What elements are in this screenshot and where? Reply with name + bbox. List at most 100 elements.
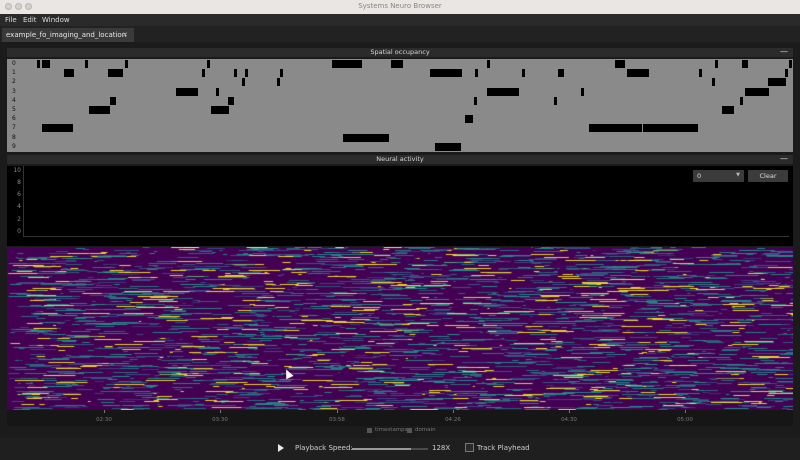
neuron-select-value: 0 [697,172,702,180]
collapse-icon[interactable]: — [780,154,788,163]
neuron-select[interactable]: 0 ▼ [693,170,744,182]
playback-speed-label: Playback Speed: [295,444,353,452]
occupancy-row-label: 5 [12,106,16,113]
time-tick-label: 04:30 [561,417,577,423]
time-tick [685,410,686,413]
tab-bar: example_fo_imaging_and_location ✕ [0,26,800,42]
occupancy-segment [110,96,116,105]
occupancy-row-label: 4 [12,96,16,104]
maximize-window-icon[interactable] [25,3,32,10]
occupancy-segment [343,133,389,142]
occupancy-segment [522,69,525,78]
occupancy-segment [430,69,462,78]
occupancy-segment [280,69,283,78]
y-tick-label: 8 [17,179,21,186]
occupancy-row-label: 2 [12,78,16,86]
occupancy-segment [615,60,625,68]
occupancy-segment [474,96,477,105]
menu-file[interactable]: File [5,16,17,24]
occupancy-segment [627,69,649,78]
occupancy-segment [89,106,110,114]
tab-dataset[interactable]: example_fo_imaging_and_location ✕ [2,28,134,42]
occupancy-segment [37,60,40,68]
chevron-down-icon: ▼ [736,172,740,178]
neural-title: Neural activity [376,155,424,163]
occupancy-segment [211,106,229,114]
minimize-window-icon[interactable] [15,3,22,10]
occupancy-segment [740,96,743,105]
window-title: Systems Neuro Browser [358,2,442,10]
activity-trace-plot: 10 8 6 4 2 0 0 ▼ Clear [7,166,793,246]
legend-label: domain [415,427,436,433]
occupancy-segment [643,124,698,133]
y-tick-label: 0 [17,228,21,235]
occupancy-segment [42,60,50,68]
occupancy-segment [277,78,280,87]
occupancy-segment [64,69,74,78]
occupancy-segment [589,124,642,133]
occupancy-segment [202,69,205,78]
occupancy-segment [391,60,403,68]
occupancy-segment [234,69,237,78]
time-tick [220,410,221,413]
occupancy-segment [125,60,128,68]
y-tick-label: 2 [17,216,21,223]
close-tab-icon[interactable]: ✕ [122,31,128,39]
playback-speed-value: 128X [432,444,451,452]
occupancy-segment [699,69,702,78]
slider-fill [352,448,412,450]
collapse-icon[interactable]: — [780,47,788,56]
occupancy-segment [554,96,557,105]
time-tick-label: 03:30 [212,417,228,423]
y-tick-label: 6 [17,191,21,198]
clear-button[interactable]: Clear [748,170,788,182]
occupancy-segment [207,60,210,68]
tab-label: example_fo_imaging_and_location [6,31,127,39]
time-tick-label: 02:30 [96,417,112,423]
time-tick-label: 03:58 [329,417,345,423]
window-titlebar: Systems Neuro Browser [0,0,800,15]
playback-bar: Playback Speed: 128X Track Playhead [0,438,800,460]
y-tick-label: 10 [13,167,21,174]
time-tick [337,410,338,413]
occupancy-row-label: 3 [12,87,16,95]
occupancy-segment [715,60,718,68]
track-playhead-checkbox[interactable] [465,443,474,452]
occupancy-segment [108,69,123,78]
occupancy-panel-header: Spatial occupancy — [7,48,793,57]
occupancy-row-label: 6 [12,115,16,123]
time-axis: 02:30 03:30 03:58 04:26 04:30 05:00 [7,410,793,426]
menu-window[interactable]: Window [42,16,70,24]
occupancy-segment [581,87,584,96]
occupancy-segment [245,69,248,78]
close-window-icon[interactable] [5,3,12,10]
occupancy-segment [789,60,792,68]
occupancy-segment [228,96,234,105]
occupancy-segment [745,87,769,96]
time-tick-label: 04:26 [445,417,461,423]
occupancy-row-label: 7 [12,124,16,132]
occupancy-segment [712,78,715,87]
occupancy-segment [85,60,88,68]
playback-speed-slider[interactable] [352,448,428,450]
occupancy-segment [768,78,786,87]
play-icon[interactable] [278,444,284,452]
neural-panel-header: Neural activity — [7,155,793,164]
time-legend: timestamps domain [0,427,800,435]
occupancy-segment [558,69,564,78]
occupancy-segment [465,115,473,124]
occupancy-row-label: 8 [12,133,16,141]
time-tick [104,410,105,413]
occupancy-title: Spatial occupancy [370,48,430,56]
legend-swatch [407,428,412,433]
y-axis-line [23,166,24,236]
occupancy-segment [216,87,219,96]
occupancy-segment [722,106,734,114]
neural-heatmap[interactable] [7,247,793,410]
occupancy-segment [435,142,461,151]
occupancy-segment [785,69,788,78]
time-tick-label: 05:00 [677,417,693,423]
menu-bar: File Edit Window [0,14,800,26]
menu-edit[interactable]: Edit [23,16,37,24]
